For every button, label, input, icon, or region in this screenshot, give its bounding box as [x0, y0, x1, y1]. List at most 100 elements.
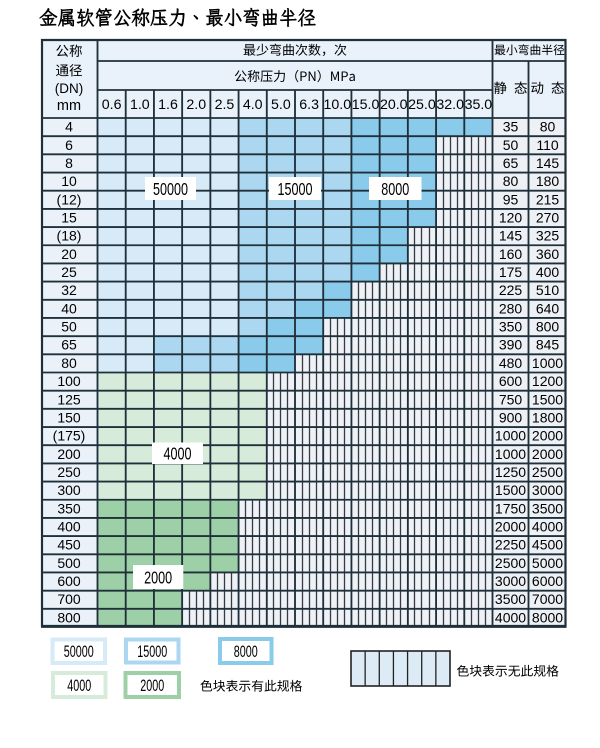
svg-text:0.6: 0.6	[102, 97, 122, 113]
svg-text:360: 360	[536, 246, 560, 262]
svg-text:20.0: 20.0	[380, 97, 408, 113]
svg-text:4000: 4000	[67, 677, 91, 695]
svg-text:390: 390	[499, 337, 523, 353]
svg-text:7000: 7000	[532, 591, 563, 607]
svg-text:(18): (18)	[57, 228, 82, 244]
svg-text:4000: 4000	[495, 609, 526, 625]
svg-text:6: 6	[65, 137, 73, 153]
svg-text:160: 160	[499, 246, 523, 262]
svg-text:3000: 3000	[495, 573, 526, 589]
svg-text:2.5: 2.5	[215, 97, 235, 113]
svg-text:10.0: 10.0	[324, 97, 352, 113]
svg-text:510: 510	[536, 282, 560, 298]
svg-text:100: 100	[57, 373, 81, 389]
svg-text:450: 450	[57, 537, 81, 553]
svg-text:2000: 2000	[144, 567, 172, 587]
svg-text:3500: 3500	[495, 591, 526, 607]
svg-text:35.0: 35.0	[465, 97, 493, 113]
svg-text:50000: 50000	[64, 643, 94, 661]
svg-text:2000: 2000	[140, 677, 164, 695]
svg-text:1.0: 1.0	[130, 97, 150, 113]
svg-text:1000: 1000	[495, 446, 526, 462]
svg-text:5000: 5000	[532, 555, 563, 571]
svg-text:1750: 1750	[495, 500, 526, 516]
svg-text:175: 175	[499, 264, 523, 280]
svg-text:125: 125	[57, 391, 81, 407]
svg-text:15: 15	[61, 209, 77, 225]
svg-text:(DN): (DN)	[55, 81, 84, 96]
svg-text:8000: 8000	[234, 643, 258, 661]
svg-text:4.0: 4.0	[243, 97, 263, 113]
svg-text:50: 50	[61, 319, 77, 335]
svg-text:900: 900	[499, 409, 523, 425]
svg-text:110: 110	[536, 137, 559, 153]
svg-text:300: 300	[57, 482, 81, 498]
svg-text:8000: 8000	[381, 179, 409, 199]
svg-text:2.0: 2.0	[186, 97, 206, 113]
svg-text:10: 10	[61, 173, 77, 189]
svg-text:80: 80	[503, 173, 519, 189]
svg-text:3000: 3000	[532, 482, 563, 498]
svg-text:800: 800	[536, 319, 560, 335]
svg-text:480: 480	[499, 355, 523, 371]
svg-text:2500: 2500	[495, 555, 526, 571]
svg-text:145: 145	[499, 228, 523, 244]
svg-text:280: 280	[499, 300, 523, 316]
svg-text:4: 4	[65, 119, 73, 135]
svg-text:500: 500	[57, 555, 81, 571]
svg-text:25.0: 25.0	[408, 97, 436, 113]
svg-text:325: 325	[536, 228, 560, 244]
svg-text:3500: 3500	[532, 500, 563, 516]
svg-text:145: 145	[536, 155, 560, 171]
svg-text:400: 400	[536, 264, 560, 280]
svg-text:50: 50	[503, 137, 519, 153]
svg-text:250: 250	[57, 464, 81, 480]
svg-text:(12): (12)	[57, 191, 82, 207]
svg-text:700: 700	[57, 591, 81, 607]
svg-text:180: 180	[536, 173, 560, 189]
svg-text:350: 350	[499, 319, 523, 335]
svg-text:5.0: 5.0	[271, 97, 291, 113]
svg-text:65: 65	[503, 155, 519, 171]
svg-text:750: 750	[499, 391, 523, 407]
svg-text:4000: 4000	[532, 519, 563, 535]
svg-text:2000: 2000	[532, 446, 563, 462]
svg-text:4000: 4000	[164, 444, 192, 464]
svg-text:15.0: 15.0	[352, 97, 380, 113]
svg-text:65: 65	[61, 337, 77, 353]
svg-text:1500: 1500	[495, 482, 526, 498]
svg-text:640: 640	[536, 300, 560, 316]
svg-text:25: 25	[61, 264, 77, 280]
svg-text:20: 20	[61, 246, 77, 262]
svg-text:845: 845	[536, 337, 560, 353]
svg-text:80: 80	[540, 119, 556, 135]
svg-text:32: 32	[61, 282, 77, 298]
svg-text:600: 600	[499, 373, 523, 389]
svg-text:2000: 2000	[495, 519, 526, 535]
svg-text:2000: 2000	[532, 428, 563, 444]
svg-text:350: 350	[57, 500, 81, 516]
svg-text:15000: 15000	[137, 643, 167, 661]
svg-text:150: 150	[57, 409, 81, 425]
svg-text:50000: 50000	[153, 179, 188, 199]
svg-text:4500: 4500	[532, 537, 563, 553]
svg-text:80: 80	[61, 355, 77, 371]
svg-text:225: 225	[499, 282, 523, 298]
svg-text:(175): (175)	[53, 428, 86, 444]
svg-text:1000: 1000	[495, 428, 526, 444]
svg-text:270: 270	[536, 209, 560, 225]
svg-text:400: 400	[57, 519, 81, 535]
svg-text:8: 8	[65, 155, 73, 171]
svg-text:2250: 2250	[495, 537, 526, 553]
svg-text:1500: 1500	[532, 391, 563, 407]
svg-text:1250: 1250	[495, 464, 526, 480]
svg-text:32.0: 32.0	[436, 97, 464, 113]
svg-text:200: 200	[57, 446, 81, 462]
svg-text:800: 800	[57, 609, 81, 625]
svg-text:1800: 1800	[532, 409, 563, 425]
svg-text:1200: 1200	[532, 373, 563, 389]
svg-text:40: 40	[61, 300, 77, 316]
svg-text:600: 600	[57, 573, 81, 589]
svg-text:6000: 6000	[532, 573, 563, 589]
svg-text:1.6: 1.6	[158, 97, 178, 113]
